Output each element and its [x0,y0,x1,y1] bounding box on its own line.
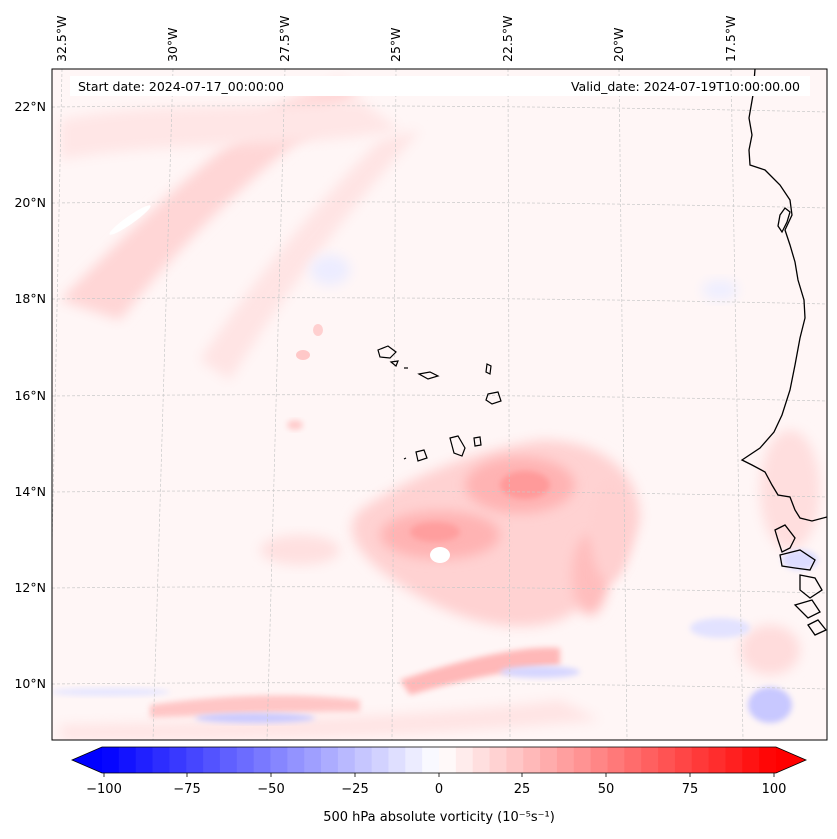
colorbar: −100 −75 −50 −25 0 25 50 75 100 500 hPa … [70,746,808,825]
lat-label: 12°N [14,580,46,595]
colorbar-ticks [103,773,775,777]
lon-label: 27.5°W [277,16,292,62]
colorbar-cell [658,747,676,773]
colorbar-cell [472,747,490,773]
graticule [52,69,827,740]
colorbar-cell [725,747,743,773]
vorticity-field-shading [52,80,820,740]
colorbar-cell [405,747,423,773]
colorbar-cell [337,747,356,773]
colorbar-cell [321,747,339,773]
colorbar-cell [287,747,305,773]
colorbar-cell [624,747,642,773]
vorticity-field-background [52,69,827,740]
colorbar-cell [186,747,204,773]
lon-label: 30°W [165,27,180,62]
lon-label: 17.5°W [723,16,738,62]
colorbar-outline [70,746,808,774]
colorbar-cell [573,747,592,773]
colorbar-cell [607,747,625,773]
colorbar-cells [102,747,777,773]
colorbar-cell [641,747,659,773]
colorbar-cell [590,747,608,773]
colorbar-cell [304,747,322,773]
date-banner [70,76,810,96]
colorbar-cell [489,747,507,773]
colorbar-cell [742,747,760,773]
lat-label: 16°N [14,388,46,403]
cape-verde-islands [377,345,502,462]
africa-coastline [740,69,827,522]
colorbar-cell [691,747,709,773]
colorbar-max-extend [776,747,806,773]
colorbar-tick-label: −100 [86,782,122,797]
colorbar-cell [270,747,288,773]
colorbar-cell [219,747,238,773]
colorbar-tick-label: −25 [341,782,368,797]
map-panel [52,69,827,740]
lon-label: 25°W [388,27,403,62]
lat-label: 14°N [14,484,46,499]
colorbar-tick-label: 50 [598,782,615,797]
colorbar-cell [455,747,474,773]
colorbar-cell [708,747,726,773]
colorbar-cell [422,747,440,773]
colorbar-cell [354,747,372,773]
lat-label: 20°N [14,195,46,210]
colorbar-cell [506,747,524,773]
colorbar-cell [759,747,777,773]
colorbar-cell [203,747,221,773]
lon-label: 22.5°W [500,16,515,62]
colorbar-tick-label: 100 [762,782,787,797]
latitude-labels: 22°N 20°N 18°N 16°N 14°N 12°N 10°N [14,99,46,691]
colorbar-min-extend [72,747,102,773]
lat-label: 22°N [14,99,46,114]
lon-label: 20°W [611,27,626,62]
colorbar-cell [388,747,406,773]
colorbar-tick-label: −50 [257,782,284,797]
colorbar-cell [253,747,271,773]
colorbar-cell [236,747,255,773]
colorbar-cell [118,747,137,773]
colorbar-tick-label: 25 [514,782,531,797]
colorbar-cell [439,747,457,773]
colorbar-tick-label: 0 [435,782,443,797]
colorbar-tick-label: −75 [173,782,200,797]
lat-label: 10°N [14,676,46,691]
colorbar-cell [152,747,170,773]
colorbar-cell [556,747,575,773]
colorbar-cell [102,747,120,773]
valid-date-label: Valid_date: 2024-07-19T10:00:00.00 [571,79,800,94]
colorbar-cell [523,747,541,773]
coastline [740,69,827,636]
colorbar-cell [135,747,153,773]
colorbar-cell [540,747,558,773]
map-frame [51,68,828,741]
longitude-labels: 32.5°W 30°W 27.5°W 25°W 22.5°W 20°W 17.5… [54,16,738,62]
start-date-label: Start date: 2024-07-17_00:00:00 [78,79,284,94]
colorbar-tick-labels: −100 −75 −50 −25 0 25 50 75 100 [86,782,786,797]
colorbar-label: 500 hPa absolute vorticity (10⁻⁵s⁻¹) [323,810,555,825]
colorbar-tick-label: 75 [682,782,699,797]
lon-label: 32.5°W [54,16,69,62]
colorbar-cell [674,747,693,773]
colorbar-cell [169,747,187,773]
lat-label: 18°N [14,291,46,306]
colorbar-cell [371,747,389,773]
